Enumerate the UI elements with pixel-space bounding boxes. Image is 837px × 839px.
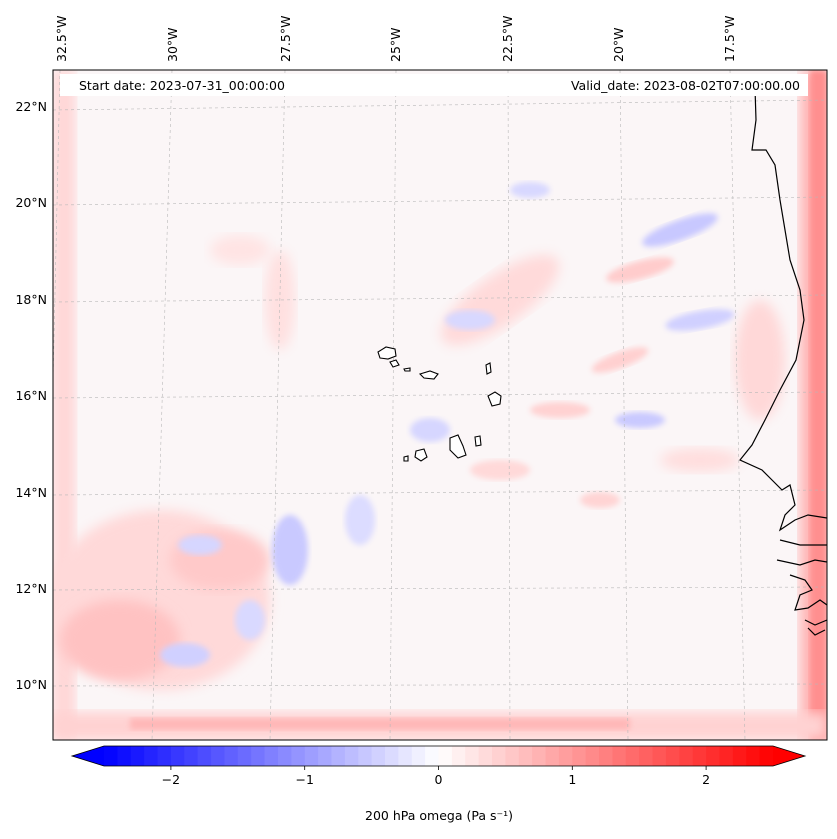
colorbar-cell [251,746,266,766]
colorbar-cell [451,746,466,766]
colorbar-cell [665,746,680,766]
colorbar-cell [117,746,132,766]
colorbar-cell [625,746,640,766]
gridlines [53,70,827,740]
colorbar-cell [732,746,747,766]
colorbar-cell [585,746,600,766]
island-sao-vicente [389,359,400,368]
colorbar-cell [130,746,145,766]
colorbar-cell [612,746,627,766]
lat-label: 10°N [15,677,47,692]
colorbar-cell [358,746,373,766]
lat-label: 16°N [15,388,47,403]
lon-label: 20°W [611,27,626,62]
date-banner [60,74,808,96]
colorbar: −2 −1 0 1 2 200 hPa omega (Pa s⁻¹) [70,745,807,823]
colorbar-cell [104,746,118,766]
colorbar-cell [277,746,292,766]
island-santiago [449,434,467,459]
colorbar-cell [264,746,279,766]
colorbar-cells [104,746,774,766]
colorbar-tick-label: 0 [435,772,443,787]
colorbar-cell [706,746,721,766]
colorbar-cell [144,746,159,766]
colorbar-cell [371,746,386,766]
colorbar-cell [224,746,239,766]
lat-label: 18°N [15,292,47,307]
colorbar-cell [652,746,667,766]
island-sal [485,362,492,375]
colorbar-cell [184,746,199,766]
lat-label: 22°N [15,99,47,114]
colorbar-cell [425,746,440,766]
colorbar-cell [572,746,587,766]
island-boa-vista [487,391,502,407]
map-frame [52,69,828,741]
map-panel: Start date: 2023-07-31_00:00:00 Valid_da… [52,69,828,741]
colorbar-cell [558,746,573,766]
colorbar-cell [318,746,333,766]
lon-label: 25°W [388,27,403,62]
colorbar-cell [599,746,614,766]
lon-label: 22.5°W [500,16,515,62]
island-brava [403,455,409,462]
colorbar-cell [492,746,506,766]
colorbar-cell [344,746,359,766]
colorbar-tick-label: 1 [568,772,576,787]
colorbar-cell [438,746,453,766]
colorbar-cell [331,746,346,766]
lon-label: 17.5°W [722,16,737,62]
colorbar-tick-label: −2 [162,772,180,787]
colorbar-cell [170,746,185,766]
colorbar-cell [545,746,560,766]
lat-label: 14°N [15,485,47,500]
colorbar-cell [639,746,654,766]
omega-field [53,70,827,740]
island-maio [474,435,482,447]
colorbar-outline [70,745,807,767]
colorbar-cell [719,746,734,766]
colorbar-cell [211,746,226,766]
colorbar-tick-label: −1 [295,772,313,787]
colorbar-tick-label: 2 [702,772,710,787]
lat-label: 20°N [15,195,47,210]
colorbar-cell [679,746,694,766]
lon-label: 30°W [165,27,180,62]
colorbar-ticks: −2 −1 0 1 2 [162,766,710,787]
colorbar-cell [532,746,547,766]
africa-coastline [739,87,827,636]
colorbar-cell [465,746,480,766]
lon-label: 32.5°W [54,16,69,62]
lon-label: 27.5°W [278,16,293,62]
latitude-labels: 22°N 20°N 18°N 16°N 14°N 12°N 10°N [15,99,47,692]
colorbar-cell [692,746,707,766]
colorbar-cell [518,746,533,766]
colorbar-label: 200 hPa omega (Pa s⁻¹) [365,808,513,823]
colorbar-cell [478,746,493,766]
colorbar-cell [304,746,319,766]
island-fogo [414,448,428,462]
valid-date-label: Valid_date: 2023-08-02T07:00:00.00 [571,78,800,93]
colorbar-cell [398,746,413,766]
lat-label: 12°N [15,581,47,596]
longitude-labels: 32.5°W 30°W 27.5°W 25°W 22.5°W 20°W 17.5… [54,16,737,62]
island-santo-antao [377,346,397,360]
colorbar-cell [197,746,212,766]
colorbar-cell [291,746,306,766]
colorbar-extend-max [773,746,805,766]
colorbar-cell [157,746,172,766]
colorbar-extend-min [72,746,104,766]
colorbar-cell [384,746,399,766]
colorbar-cell [505,746,520,766]
start-date-label: Start date: 2023-07-31_00:00:00 [79,78,285,93]
island-santa-luzia [403,367,411,372]
colorbar-cell [746,746,761,766]
cape-verde-islands [377,346,502,462]
island-sao-nicolau [418,370,439,380]
colorbar-cell [237,746,252,766]
colorbar-cell [411,746,426,766]
colorbar-cell [759,746,774,766]
